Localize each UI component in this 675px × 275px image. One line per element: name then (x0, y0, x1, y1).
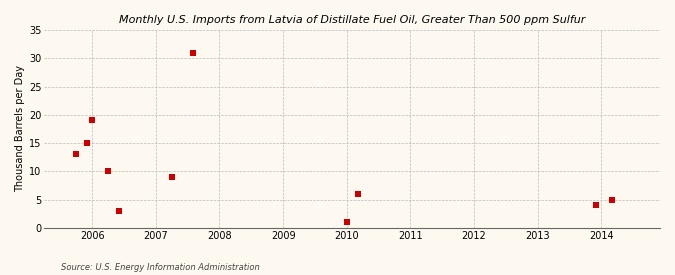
Point (82, 141, 92, 145)
Text: Source: U.S. Energy Information Administration: Source: U.S. Energy Information Administ… (61, 263, 259, 272)
Point (103, 169, 113, 174)
Point (71, 152, 82, 157)
Point (342, 220, 352, 224)
Point (352, 192, 363, 196)
Point (87, 118, 98, 123)
Point (166, 175, 177, 179)
Point (591, 203, 601, 208)
Title: Monthly U.S. Imports from Latvia of Distillate Fuel Oil, Greater Than 500 ppm Su: Monthly U.S. Imports from Latvia of Dist… (119, 15, 585, 25)
Point (113, 209, 124, 213)
Y-axis label: Thousand Barrels per Day: Thousand Barrels per Day (15, 65, 25, 192)
Point (607, 197, 618, 202)
Point (188, 50, 198, 55)
